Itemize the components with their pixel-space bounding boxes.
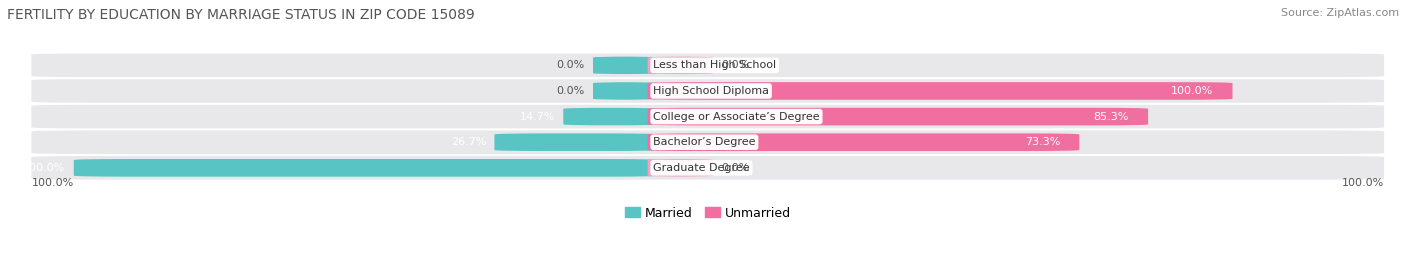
Text: Graduate Degree: Graduate Degree xyxy=(654,163,749,173)
FancyBboxPatch shape xyxy=(648,82,1233,100)
FancyBboxPatch shape xyxy=(648,56,713,74)
FancyBboxPatch shape xyxy=(31,54,1384,77)
Text: 14.7%: 14.7% xyxy=(520,112,555,122)
Text: Source: ZipAtlas.com: Source: ZipAtlas.com xyxy=(1281,8,1399,18)
FancyBboxPatch shape xyxy=(495,133,658,151)
Text: 100.0%: 100.0% xyxy=(1171,86,1213,96)
FancyBboxPatch shape xyxy=(31,130,1384,154)
Text: 85.3%: 85.3% xyxy=(1094,112,1129,122)
FancyBboxPatch shape xyxy=(648,108,1149,125)
FancyBboxPatch shape xyxy=(593,56,658,74)
Text: 100.0%: 100.0% xyxy=(24,163,66,173)
FancyBboxPatch shape xyxy=(564,108,658,125)
Text: 100.0%: 100.0% xyxy=(31,178,73,188)
FancyBboxPatch shape xyxy=(648,159,713,177)
FancyBboxPatch shape xyxy=(648,133,1080,151)
Text: College or Associate’s Degree: College or Associate’s Degree xyxy=(654,112,820,122)
FancyBboxPatch shape xyxy=(593,82,658,100)
FancyBboxPatch shape xyxy=(73,159,658,177)
Text: 26.7%: 26.7% xyxy=(451,137,486,147)
Text: Bachelor’s Degree: Bachelor’s Degree xyxy=(654,137,755,147)
Text: Less than High School: Less than High School xyxy=(654,60,776,70)
Legend: Married, Unmarried: Married, Unmarried xyxy=(624,207,792,220)
Text: 73.3%: 73.3% xyxy=(1025,137,1060,147)
Text: FERTILITY BY EDUCATION BY MARRIAGE STATUS IN ZIP CODE 15089: FERTILITY BY EDUCATION BY MARRIAGE STATU… xyxy=(7,8,475,22)
Text: 0.0%: 0.0% xyxy=(721,60,749,70)
FancyBboxPatch shape xyxy=(31,79,1384,103)
FancyBboxPatch shape xyxy=(31,156,1384,180)
Text: 0.0%: 0.0% xyxy=(557,60,585,70)
Text: 0.0%: 0.0% xyxy=(557,86,585,96)
Text: 100.0%: 100.0% xyxy=(1341,178,1384,188)
Text: High School Diploma: High School Diploma xyxy=(654,86,769,96)
FancyBboxPatch shape xyxy=(31,105,1384,128)
Text: 0.0%: 0.0% xyxy=(721,163,749,173)
